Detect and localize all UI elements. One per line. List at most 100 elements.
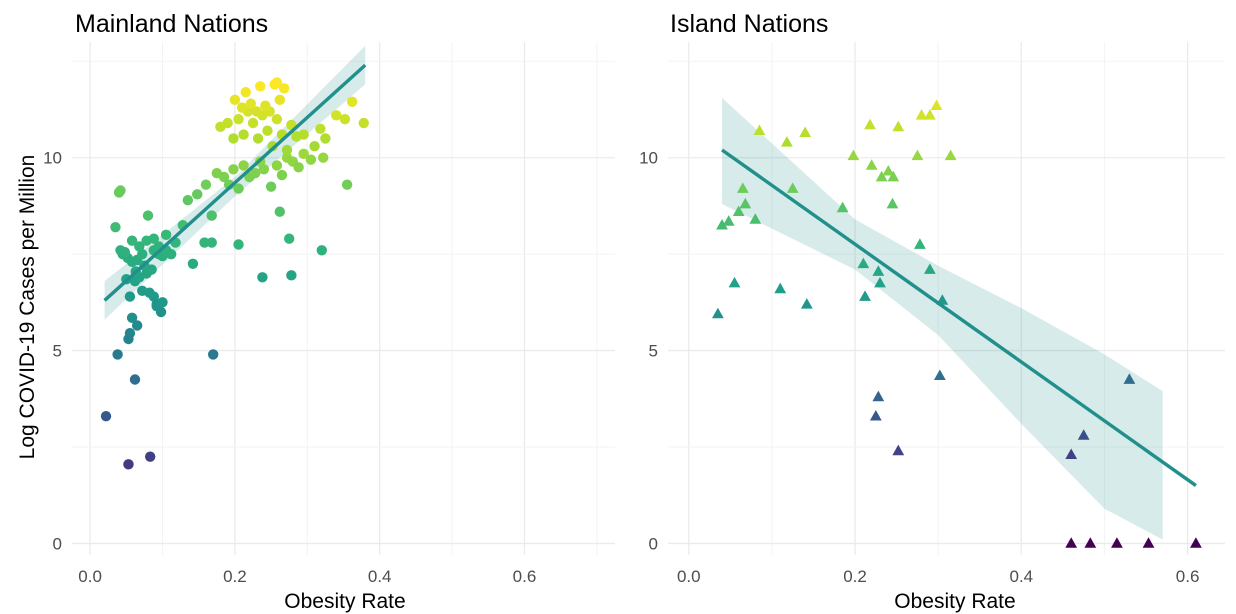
data-point bbox=[872, 265, 885, 276]
grid-island bbox=[668, 42, 1225, 555]
data-point bbox=[318, 152, 329, 163]
y-axis-title: Log COVID-19 Cases per Million bbox=[16, 155, 39, 460]
data-point bbox=[218, 171, 230, 183]
data-point bbox=[286, 270, 297, 281]
data-point bbox=[749, 213, 762, 224]
data-point bbox=[131, 320, 143, 331]
trend-line bbox=[103, 63, 367, 302]
data-point bbox=[887, 170, 900, 182]
data-point bbox=[869, 409, 882, 421]
data-point bbox=[112, 349, 123, 360]
data-point bbox=[124, 291, 136, 302]
data-point bbox=[206, 237, 217, 248]
data-point bbox=[911, 149, 924, 161]
data-point bbox=[134, 241, 145, 252]
data-point bbox=[238, 160, 249, 171]
data-point bbox=[874, 276, 886, 288]
y-tick-label: 0 bbox=[649, 534, 658, 553]
data-point bbox=[298, 148, 309, 160]
y-tick-label: 0 bbox=[53, 534, 62, 553]
y-tick-label: 5 bbox=[53, 342, 62, 361]
data-point bbox=[1123, 373, 1136, 384]
data-point bbox=[915, 109, 928, 120]
data-point bbox=[165, 248, 177, 260]
data-point bbox=[142, 210, 154, 221]
x-tick-label: 0.6 bbox=[1176, 567, 1200, 586]
data-point bbox=[100, 410, 112, 422]
data-point bbox=[206, 210, 217, 221]
data-point bbox=[228, 164, 239, 175]
data-point bbox=[146, 264, 157, 275]
ci-band-island bbox=[722, 97, 1163, 540]
data-point bbox=[711, 307, 724, 319]
data-point bbox=[124, 328, 136, 339]
data-point bbox=[284, 233, 295, 244]
data-point bbox=[857, 257, 870, 269]
data-point bbox=[199, 237, 210, 248]
data-point bbox=[736, 182, 749, 193]
data-point bbox=[281, 144, 293, 156]
x-tick-label: 0.2 bbox=[843, 567, 867, 586]
data-point bbox=[233, 239, 244, 250]
data-point bbox=[157, 297, 168, 308]
x-tick-label: 0.6 bbox=[513, 567, 537, 586]
data-point bbox=[148, 233, 160, 244]
x-axis-title-mainland: Obesity Rate bbox=[284, 590, 405, 613]
x-axis-title-island: Obesity Rate bbox=[894, 590, 1015, 613]
data-point bbox=[276, 169, 288, 181]
data-point bbox=[716, 219, 728, 230]
data-point bbox=[262, 125, 273, 136]
data-point bbox=[882, 165, 895, 176]
data-point bbox=[255, 81, 266, 92]
data-point bbox=[252, 133, 264, 144]
x-tick-label: 0.0 bbox=[677, 567, 701, 586]
x-tick-label: 0.2 bbox=[223, 567, 247, 586]
data-point bbox=[305, 154, 317, 165]
data-point bbox=[933, 369, 946, 380]
data-point bbox=[271, 113, 283, 125]
data-point bbox=[257, 272, 268, 283]
data-point bbox=[892, 120, 905, 132]
data-point bbox=[119, 247, 131, 258]
data-point bbox=[1065, 537, 1078, 548]
data-point bbox=[836, 201, 849, 213]
data-point bbox=[732, 205, 745, 217]
panel-mainland: 0.0 0.2 0.4 0.6 0 5 10 Mainland Nations Obesi… bbox=[16, 10, 615, 613]
panel-island: 0.0 0.2 0.4 0.6 0 5 10 Island Nations Obesity… bbox=[639, 10, 1225, 613]
data-point bbox=[722, 215, 735, 226]
data-point bbox=[753, 124, 766, 136]
data-point bbox=[278, 83, 290, 94]
data-point bbox=[1111, 537, 1123, 548]
data-point bbox=[1190, 537, 1202, 548]
data-point bbox=[923, 263, 936, 274]
data-point bbox=[258, 164, 270, 175]
data-point bbox=[1065, 448, 1078, 460]
data-point bbox=[728, 276, 741, 288]
chart-title-mainland: Mainland Nations bbox=[75, 10, 268, 38]
data-point bbox=[320, 133, 331, 144]
data-point bbox=[875, 170, 888, 182]
y-tick-label: 10 bbox=[43, 149, 62, 168]
data-point bbox=[115, 185, 126, 196]
y-tick-label: 10 bbox=[639, 149, 658, 168]
chart-title-island: Island Nations bbox=[670, 10, 828, 38]
data-point bbox=[200, 179, 212, 190]
data-point bbox=[786, 182, 799, 193]
data-point bbox=[872, 390, 885, 402]
data-point bbox=[228, 133, 239, 144]
data-point bbox=[271, 160, 283, 171]
data-point bbox=[331, 110, 342, 121]
x-ticks-mainland: 0.0 0.2 0.4 0.6 bbox=[78, 567, 536, 586]
data-point bbox=[126, 312, 138, 323]
y-tick-label: 5 bbox=[649, 342, 658, 361]
data-point bbox=[274, 94, 285, 106]
data-point bbox=[309, 140, 320, 152]
data-point bbox=[271, 77, 283, 88]
data-point bbox=[865, 159, 878, 170]
points-island bbox=[711, 99, 1202, 548]
data-point bbox=[144, 451, 156, 462]
data-point bbox=[1142, 537, 1155, 548]
data-point bbox=[316, 245, 327, 256]
data-point bbox=[187, 258, 199, 269]
data-point bbox=[233, 183, 244, 194]
